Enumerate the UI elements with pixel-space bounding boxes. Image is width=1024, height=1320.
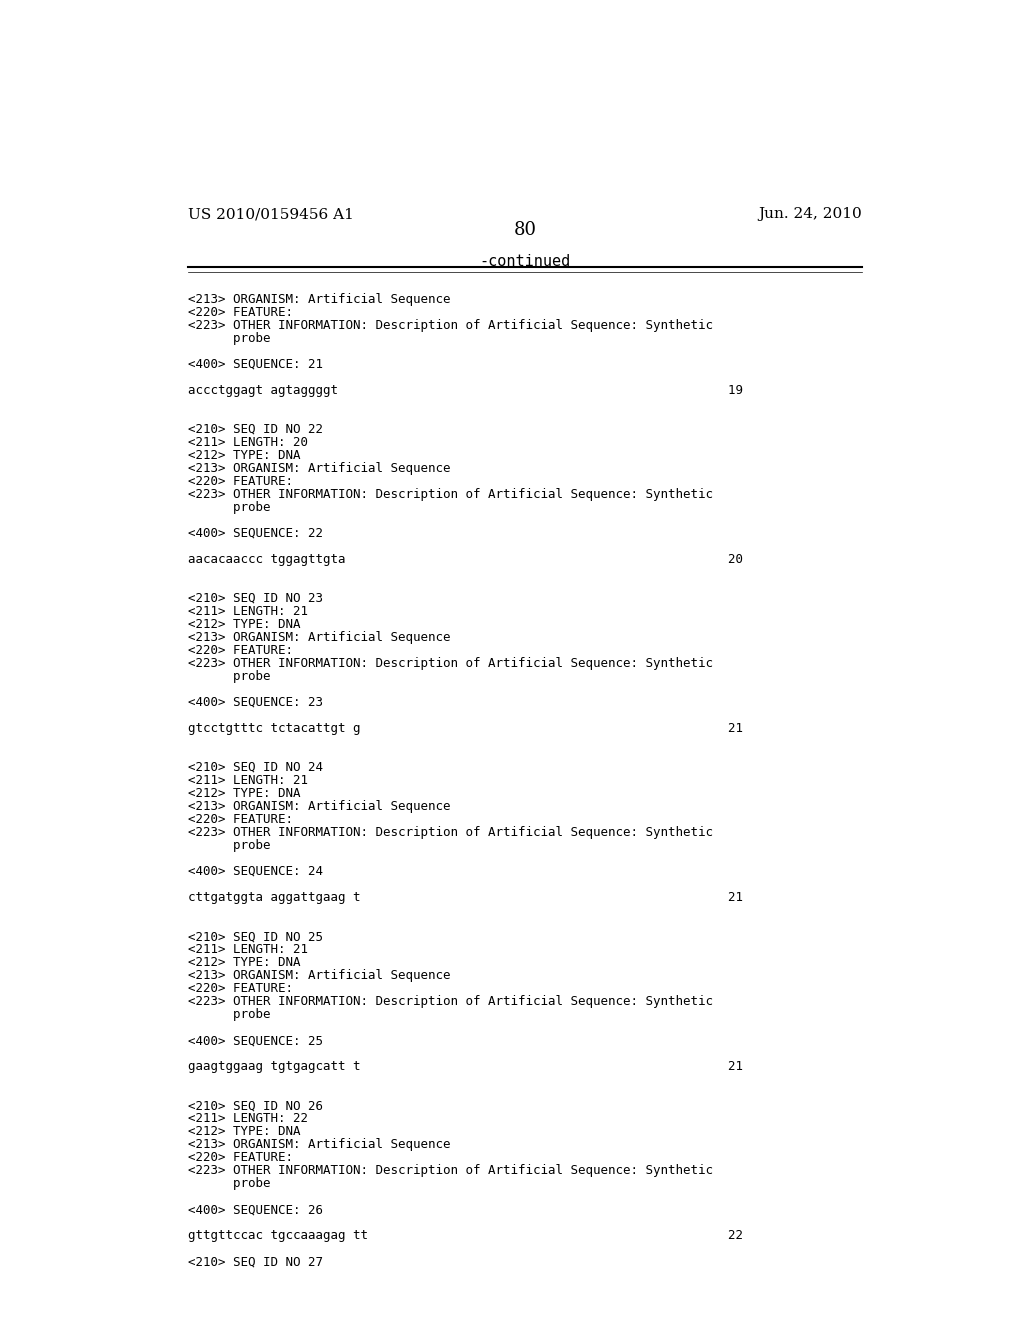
Text: <212> TYPE: DNA: <212> TYPE: DNA [187, 787, 300, 800]
Text: gaagtggaag tgtgagcatt t                                                 21: gaagtggaag tgtgagcatt t 21 [187, 1060, 742, 1073]
Text: <212> TYPE: DNA: <212> TYPE: DNA [187, 449, 300, 462]
Text: <223> OTHER INFORMATION: Description of Artificial Sequence: Synthetic: <223> OTHER INFORMATION: Description of … [187, 826, 713, 840]
Text: US 2010/0159456 A1: US 2010/0159456 A1 [187, 207, 353, 222]
Text: <223> OTHER INFORMATION: Description of Artificial Sequence: Synthetic: <223> OTHER INFORMATION: Description of … [187, 487, 713, 500]
Text: <213> ORGANISM: Artificial Sequence: <213> ORGANISM: Artificial Sequence [187, 1138, 450, 1151]
Text: <400> SEQUENCE: 26: <400> SEQUENCE: 26 [187, 1204, 323, 1216]
Text: probe: probe [187, 500, 270, 513]
Text: <220> FEATURE:: <220> FEATURE: [187, 813, 293, 826]
Text: <223> OTHER INFORMATION: Description of Artificial Sequence: Synthetic: <223> OTHER INFORMATION: Description of … [187, 318, 713, 331]
Text: <213> ORGANISM: Artificial Sequence: <213> ORGANISM: Artificial Sequence [187, 631, 450, 644]
Text: <213> ORGANISM: Artificial Sequence: <213> ORGANISM: Artificial Sequence [187, 800, 450, 813]
Text: <210> SEQ ID NO 27: <210> SEQ ID NO 27 [187, 1255, 323, 1269]
Text: <210> SEQ ID NO 23: <210> SEQ ID NO 23 [187, 591, 323, 605]
Text: <210> SEQ ID NO 24: <210> SEQ ID NO 24 [187, 760, 323, 774]
Text: <400> SEQUENCE: 21: <400> SEQUENCE: 21 [187, 358, 323, 371]
Text: <213> ORGANISM: Artificial Sequence: <213> ORGANISM: Artificial Sequence [187, 969, 450, 982]
Text: accctggagt agtaggggt                                                    19: accctggagt agtaggggt 19 [187, 384, 742, 396]
Text: <211> LENGTH: 21: <211> LENGTH: 21 [187, 942, 307, 956]
Text: probe: probe [187, 331, 270, 345]
Text: <210> SEQ ID NO 25: <210> SEQ ID NO 25 [187, 931, 323, 942]
Text: <220> FEATURE:: <220> FEATURE: [187, 475, 293, 487]
Text: <400> SEQUENCE: 23: <400> SEQUENCE: 23 [187, 696, 323, 709]
Text: <223> OTHER INFORMATION: Description of Artificial Sequence: Synthetic: <223> OTHER INFORMATION: Description of … [187, 1164, 713, 1177]
Text: <220> FEATURE:: <220> FEATURE: [187, 644, 293, 657]
Text: aacacaaccc tggagttgta                                                   20: aacacaaccc tggagttgta 20 [187, 553, 742, 566]
Text: <211> LENGTH: 21: <211> LENGTH: 21 [187, 605, 307, 618]
Text: <400> SEQUENCE: 25: <400> SEQUENCE: 25 [187, 1034, 323, 1047]
Text: cttgatggta aggattgaag t                                                 21: cttgatggta aggattgaag t 21 [187, 891, 742, 904]
Text: -continued: -continued [479, 253, 570, 269]
Text: probe: probe [187, 840, 270, 851]
Text: <212> TYPE: DNA: <212> TYPE: DNA [187, 618, 300, 631]
Text: gtcctgtttc tctacattgt g                                                 21: gtcctgtttc tctacattgt g 21 [187, 722, 742, 735]
Text: gttgttccac tgccaaagag tt                                                22: gttgttccac tgccaaagag tt 22 [187, 1229, 742, 1242]
Text: <210> SEQ ID NO 22: <210> SEQ ID NO 22 [187, 422, 323, 436]
Text: probe: probe [187, 1008, 270, 1022]
Text: <220> FEATURE:: <220> FEATURE: [187, 305, 293, 318]
Text: <210> SEQ ID NO 26: <210> SEQ ID NO 26 [187, 1100, 323, 1113]
Text: <400> SEQUENCE: 22: <400> SEQUENCE: 22 [187, 527, 323, 540]
Text: 80: 80 [513, 222, 537, 239]
Text: <213> ORGANISM: Artificial Sequence: <213> ORGANISM: Artificial Sequence [187, 293, 450, 305]
Text: <212> TYPE: DNA: <212> TYPE: DNA [187, 956, 300, 969]
Text: <213> ORGANISM: Artificial Sequence: <213> ORGANISM: Artificial Sequence [187, 462, 450, 475]
Text: <211> LENGTH: 21: <211> LENGTH: 21 [187, 774, 307, 787]
Text: <400> SEQUENCE: 24: <400> SEQUENCE: 24 [187, 865, 323, 878]
Text: <211> LENGTH: 20: <211> LENGTH: 20 [187, 436, 307, 449]
Text: <223> OTHER INFORMATION: Description of Artificial Sequence: Synthetic: <223> OTHER INFORMATION: Description of … [187, 657, 713, 669]
Text: <223> OTHER INFORMATION: Description of Artificial Sequence: Synthetic: <223> OTHER INFORMATION: Description of … [187, 995, 713, 1008]
Text: <211> LENGTH: 22: <211> LENGTH: 22 [187, 1113, 307, 1125]
Text: Jun. 24, 2010: Jun. 24, 2010 [759, 207, 862, 222]
Text: probe: probe [187, 1177, 270, 1191]
Text: probe: probe [187, 669, 270, 682]
Text: <220> FEATURE:: <220> FEATURE: [187, 982, 293, 995]
Text: <212> TYPE: DNA: <212> TYPE: DNA [187, 1125, 300, 1138]
Text: <220> FEATURE:: <220> FEATURE: [187, 1151, 293, 1164]
